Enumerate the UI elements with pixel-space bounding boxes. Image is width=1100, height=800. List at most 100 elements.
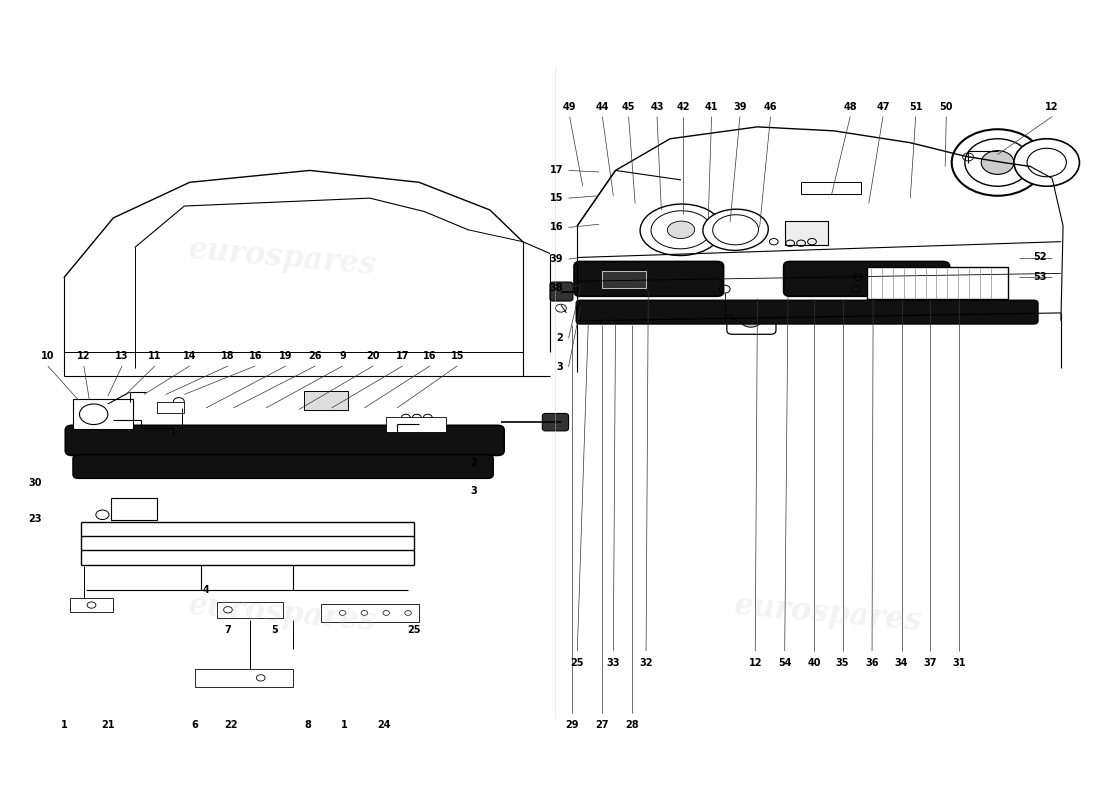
- FancyBboxPatch shape: [727, 304, 776, 334]
- Circle shape: [1014, 138, 1079, 186]
- Text: 48: 48: [844, 102, 857, 112]
- FancyBboxPatch shape: [576, 300, 1038, 324]
- Text: 33: 33: [606, 658, 620, 668]
- Text: 15: 15: [550, 193, 563, 203]
- Text: 50: 50: [939, 102, 953, 112]
- Bar: [784, 221, 828, 245]
- Text: eurospares: eurospares: [733, 590, 924, 638]
- Text: 1: 1: [341, 719, 348, 730]
- Text: 3: 3: [470, 486, 477, 496]
- Circle shape: [740, 311, 762, 327]
- Text: 15: 15: [451, 351, 464, 362]
- Text: 19: 19: [279, 351, 293, 362]
- Text: 54: 54: [778, 658, 792, 668]
- Text: 1: 1: [60, 719, 67, 730]
- Text: 38: 38: [550, 282, 563, 293]
- Ellipse shape: [713, 214, 759, 245]
- Ellipse shape: [640, 204, 722, 255]
- FancyBboxPatch shape: [574, 262, 724, 296]
- Ellipse shape: [668, 221, 694, 238]
- Text: 49: 49: [563, 102, 576, 112]
- Text: 5: 5: [272, 625, 278, 634]
- Circle shape: [952, 130, 1044, 196]
- Text: 52: 52: [1033, 253, 1047, 262]
- Circle shape: [1027, 148, 1066, 177]
- Text: 16: 16: [249, 351, 262, 362]
- Text: 25: 25: [571, 658, 584, 668]
- Text: 34: 34: [894, 658, 909, 668]
- Text: 32: 32: [639, 658, 652, 668]
- Text: 3: 3: [557, 362, 563, 372]
- Text: 6: 6: [191, 719, 199, 730]
- Text: 20: 20: [366, 351, 379, 362]
- Ellipse shape: [651, 210, 711, 249]
- Text: 36: 36: [866, 658, 879, 668]
- Text: 51: 51: [909, 102, 923, 112]
- Text: 22: 22: [224, 719, 238, 730]
- Circle shape: [981, 150, 1014, 174]
- Text: 12: 12: [748, 658, 762, 668]
- Text: 8: 8: [305, 719, 311, 730]
- Bar: [386, 418, 447, 432]
- Text: 18: 18: [221, 351, 234, 362]
- Text: 44: 44: [596, 102, 609, 112]
- Text: 39: 39: [734, 102, 747, 112]
- Text: 29: 29: [565, 719, 579, 730]
- Bar: [801, 182, 861, 194]
- Bar: [867, 267, 1009, 298]
- Text: 37: 37: [923, 658, 936, 668]
- FancyBboxPatch shape: [783, 262, 949, 296]
- Text: 24: 24: [377, 719, 390, 730]
- Text: 40: 40: [807, 658, 821, 668]
- Text: 10: 10: [41, 351, 55, 362]
- Text: 16: 16: [424, 351, 437, 362]
- Text: 12: 12: [1045, 102, 1059, 112]
- Text: 23: 23: [28, 514, 42, 524]
- Text: 39: 39: [550, 254, 563, 264]
- Text: 26: 26: [308, 351, 322, 362]
- Text: 2: 2: [557, 334, 563, 343]
- Text: 4: 4: [202, 585, 209, 595]
- Text: 25: 25: [407, 625, 420, 634]
- Text: 12: 12: [77, 351, 90, 362]
- Text: 16: 16: [550, 222, 563, 233]
- Circle shape: [965, 138, 1031, 186]
- Text: 7: 7: [224, 625, 231, 634]
- Text: 28: 28: [625, 719, 639, 730]
- Bar: [321, 604, 419, 622]
- FancyBboxPatch shape: [550, 282, 573, 301]
- Text: 17: 17: [396, 351, 409, 362]
- Bar: [73, 399, 133, 430]
- Bar: [217, 602, 283, 618]
- Text: 46: 46: [763, 102, 778, 112]
- Bar: [195, 669, 294, 686]
- FancyBboxPatch shape: [65, 426, 504, 455]
- Text: 45: 45: [621, 102, 636, 112]
- Text: eurospares: eurospares: [187, 234, 378, 281]
- Text: 11: 11: [148, 351, 162, 362]
- Text: 30: 30: [28, 478, 42, 488]
- Text: 41: 41: [705, 102, 718, 112]
- Text: 2: 2: [470, 458, 477, 468]
- Bar: [69, 598, 113, 612]
- Text: 14: 14: [183, 351, 197, 362]
- Bar: [111, 498, 157, 520]
- Bar: [157, 402, 185, 414]
- Ellipse shape: [703, 209, 768, 250]
- Text: 53: 53: [1033, 272, 1047, 282]
- Text: 9: 9: [339, 351, 346, 362]
- Text: 47: 47: [877, 102, 890, 112]
- FancyBboxPatch shape: [73, 454, 493, 478]
- Text: 43: 43: [650, 102, 663, 112]
- Text: eurospares: eurospares: [187, 590, 378, 638]
- Bar: [305, 391, 348, 410]
- Text: 35: 35: [836, 658, 849, 668]
- Text: 13: 13: [116, 351, 129, 362]
- Text: 27: 27: [596, 719, 609, 730]
- Bar: [603, 271, 646, 288]
- Text: 31: 31: [953, 658, 966, 668]
- FancyBboxPatch shape: [542, 414, 569, 431]
- Text: 17: 17: [550, 166, 563, 175]
- Text: 42: 42: [676, 102, 690, 112]
- Text: 21: 21: [101, 719, 114, 730]
